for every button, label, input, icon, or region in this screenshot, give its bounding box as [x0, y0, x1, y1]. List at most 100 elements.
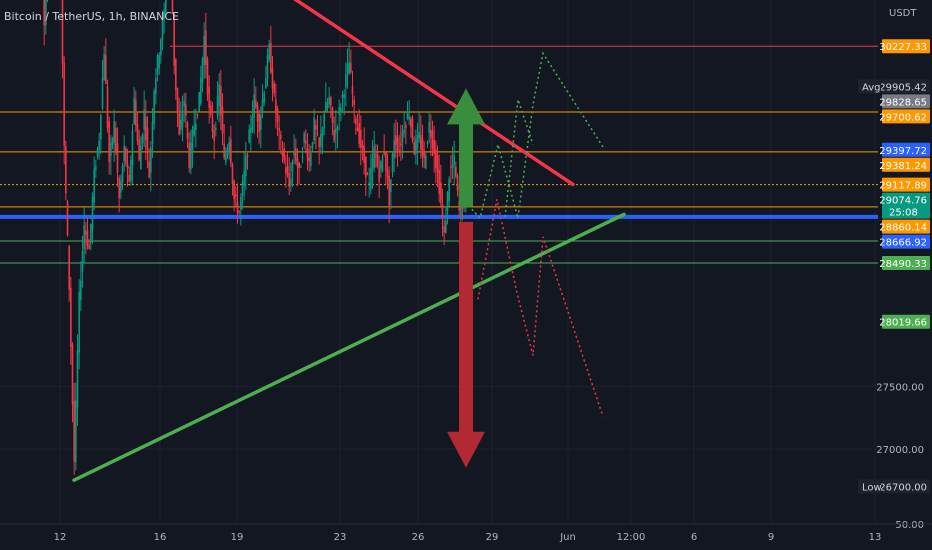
candle-body: [436, 154, 439, 173]
candle-body: [148, 160, 150, 178]
candle-body: [261, 99, 264, 112]
price-badge: 29381.24: [879, 157, 930, 172]
candle-body: [211, 117, 214, 132]
candle-body: [358, 122, 360, 144]
candle-body: [113, 121, 115, 143]
candle-body: [93, 168, 95, 203]
candle-body: [263, 92, 265, 103]
candle-body: [333, 129, 335, 141]
candle-body: [188, 142, 190, 169]
candle-body: [183, 100, 185, 107]
candle-body: [265, 78, 267, 89]
candles: [43, 0, 470, 476]
candle-body: [246, 154, 249, 157]
candle-body: [75, 400, 77, 463]
candle-body: [273, 83, 275, 94]
candle-body: [243, 170, 245, 186]
candle-body: [125, 147, 127, 164]
price-tick-label: 50.00: [895, 520, 924, 531]
candle-body: [91, 197, 94, 230]
price-badge-bg: [882, 177, 930, 192]
candle-body: [213, 130, 215, 141]
candle-body: [128, 175, 130, 182]
candle-body: [425, 155, 427, 169]
candle-body: [255, 99, 257, 108]
candle-body: [455, 166, 457, 177]
candle-body: [401, 132, 404, 143]
candle-body: [195, 123, 197, 131]
price-badge-label: 29117.89: [879, 181, 927, 192]
candle-body: [61, 0, 64, 64]
candle-body: [315, 124, 317, 130]
price-tick-label: 27500.00: [876, 383, 924, 394]
candle-body: [256, 104, 259, 122]
candle-body: [78, 291, 80, 353]
candle-body: [288, 173, 290, 187]
price-badge-bg: [882, 79, 930, 94]
price-badge-bg: [882, 192, 930, 219]
resistance-trendline: [293, 0, 575, 187]
time-tick-label: 9: [768, 532, 774, 543]
candle-body: [120, 181, 122, 193]
candle-body: [236, 201, 239, 214]
candle-body: [303, 133, 305, 143]
candle-body: [331, 107, 334, 124]
time-tick-label: 13: [869, 532, 882, 543]
time-tick-label: 23: [334, 532, 347, 543]
price-badge-label: 29397.72: [879, 146, 927, 157]
price-badge: 29397.72: [879, 142, 930, 157]
candle-body: [293, 150, 295, 156]
candle-body: [383, 153, 385, 155]
candle-body: [200, 77, 202, 104]
candle-body: [105, 55, 107, 84]
candle-body: [400, 143, 402, 146]
candle-body: [408, 116, 410, 120]
candle-body: [341, 93, 344, 99]
candle-body: [386, 169, 389, 179]
candle-body: [108, 121, 110, 163]
candle-body: [250, 127, 252, 133]
candle-body: [428, 122, 430, 133]
candle-body: [440, 182, 442, 203]
price-badge-bg: [882, 142, 930, 157]
candle-body: [316, 133, 319, 135]
trendlines: [72, 0, 626, 482]
candle-body: [451, 165, 454, 168]
candle-body: [203, 36, 205, 66]
candle-body: [201, 58, 204, 83]
candle-body: [306, 148, 309, 161]
candle-body: [215, 127, 217, 131]
candle-body: [190, 142, 192, 170]
candle-body: [186, 122, 189, 140]
price-badge-bg: [882, 479, 930, 494]
time-tick-label: 12: [54, 532, 67, 543]
candle-body: [155, 78, 157, 94]
price-badge: 29700.62: [879, 109, 930, 124]
candle-body: [150, 147, 152, 173]
candle-body: [226, 149, 229, 156]
candle-body: [140, 145, 142, 170]
price-badge: 29117.89: [879, 177, 930, 192]
price-badge-label: 28019.66: [879, 318, 927, 329]
time-tick-label: 26: [412, 532, 425, 543]
price-badge-label: 30227.33: [879, 42, 927, 53]
candle-body: [210, 105, 212, 115]
candle-body: [251, 116, 254, 131]
candle-body: [420, 134, 422, 150]
time-tick-label: 6: [691, 532, 697, 543]
price-axis: 27000.0027500.0031500.0032000.0032500.00…: [858, 0, 932, 550]
candle-body: [45, 0, 47, 26]
price-badge-bg: [882, 109, 930, 124]
candle-body: [66, 201, 69, 236]
candle-body: [76, 350, 79, 408]
candle-body: [160, 39, 162, 56]
candle-body: [391, 154, 394, 173]
candle-body: [198, 92, 200, 111]
candle-body: [313, 117, 315, 141]
candle-body: [291, 161, 294, 172]
candle-body: [336, 126, 339, 130]
candle-body: [230, 139, 232, 164]
